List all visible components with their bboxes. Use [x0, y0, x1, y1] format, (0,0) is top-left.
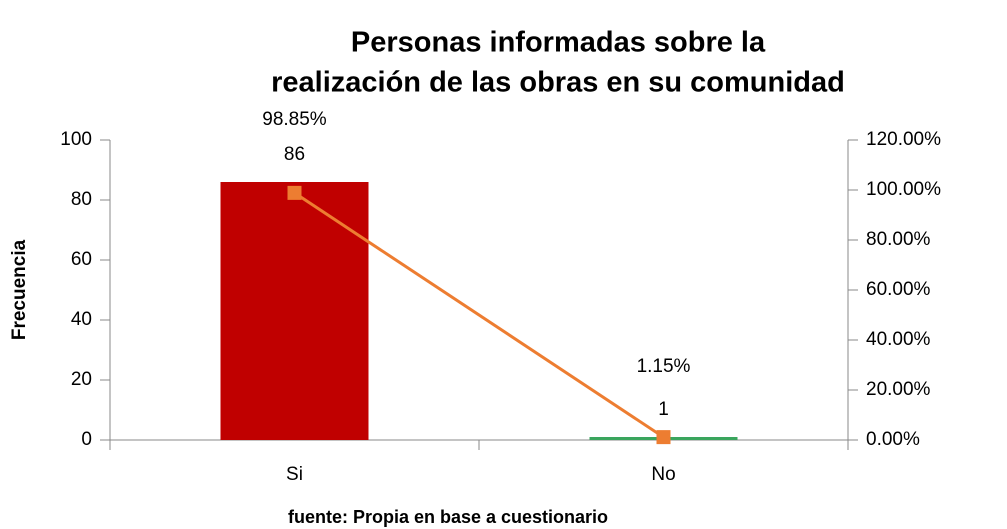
line-value-label: 1.15% — [637, 356, 691, 377]
y-axis-label: Frecuencia — [9, 239, 30, 340]
y2-tick-label: 60.00% — [866, 279, 931, 300]
y2-tick-label: 100.00% — [866, 179, 941, 200]
chart-title: Personas informadas sobre la — [351, 27, 766, 59]
bar-value-label: 86 — [284, 144, 305, 165]
y-tick-label: 40 — [71, 309, 92, 330]
y-tick-label: 80 — [71, 189, 92, 210]
y-tick-label: 60 — [71, 249, 92, 270]
y2-tick-label: 20.00% — [866, 379, 931, 400]
y-tick-label: 0 — [81, 429, 92, 450]
y2-tick-label: 0.00% — [866, 429, 920, 450]
line-marker — [287, 185, 302, 200]
y-tick-label: 100 — [60, 129, 92, 150]
y-tick-label: 20 — [71, 369, 92, 390]
y2-tick-label: 120.00% — [866, 129, 941, 150]
line-value-label: 98.85% — [262, 109, 327, 130]
x-tick-label: No — [651, 464, 675, 485]
y2-tick-label: 80.00% — [866, 229, 931, 250]
bar — [220, 182, 369, 440]
x-tick-label: Si — [286, 464, 303, 485]
bar-value-label: 1 — [658, 399, 669, 420]
chart-title: realización de las obras en su comunidad — [271, 67, 845, 99]
line — [293, 191, 665, 439]
y2-tick-label: 40.00% — [866, 329, 931, 350]
line-marker — [656, 430, 671, 445]
footer: fuente: Propia en base a cuestionario — [288, 507, 608, 527]
